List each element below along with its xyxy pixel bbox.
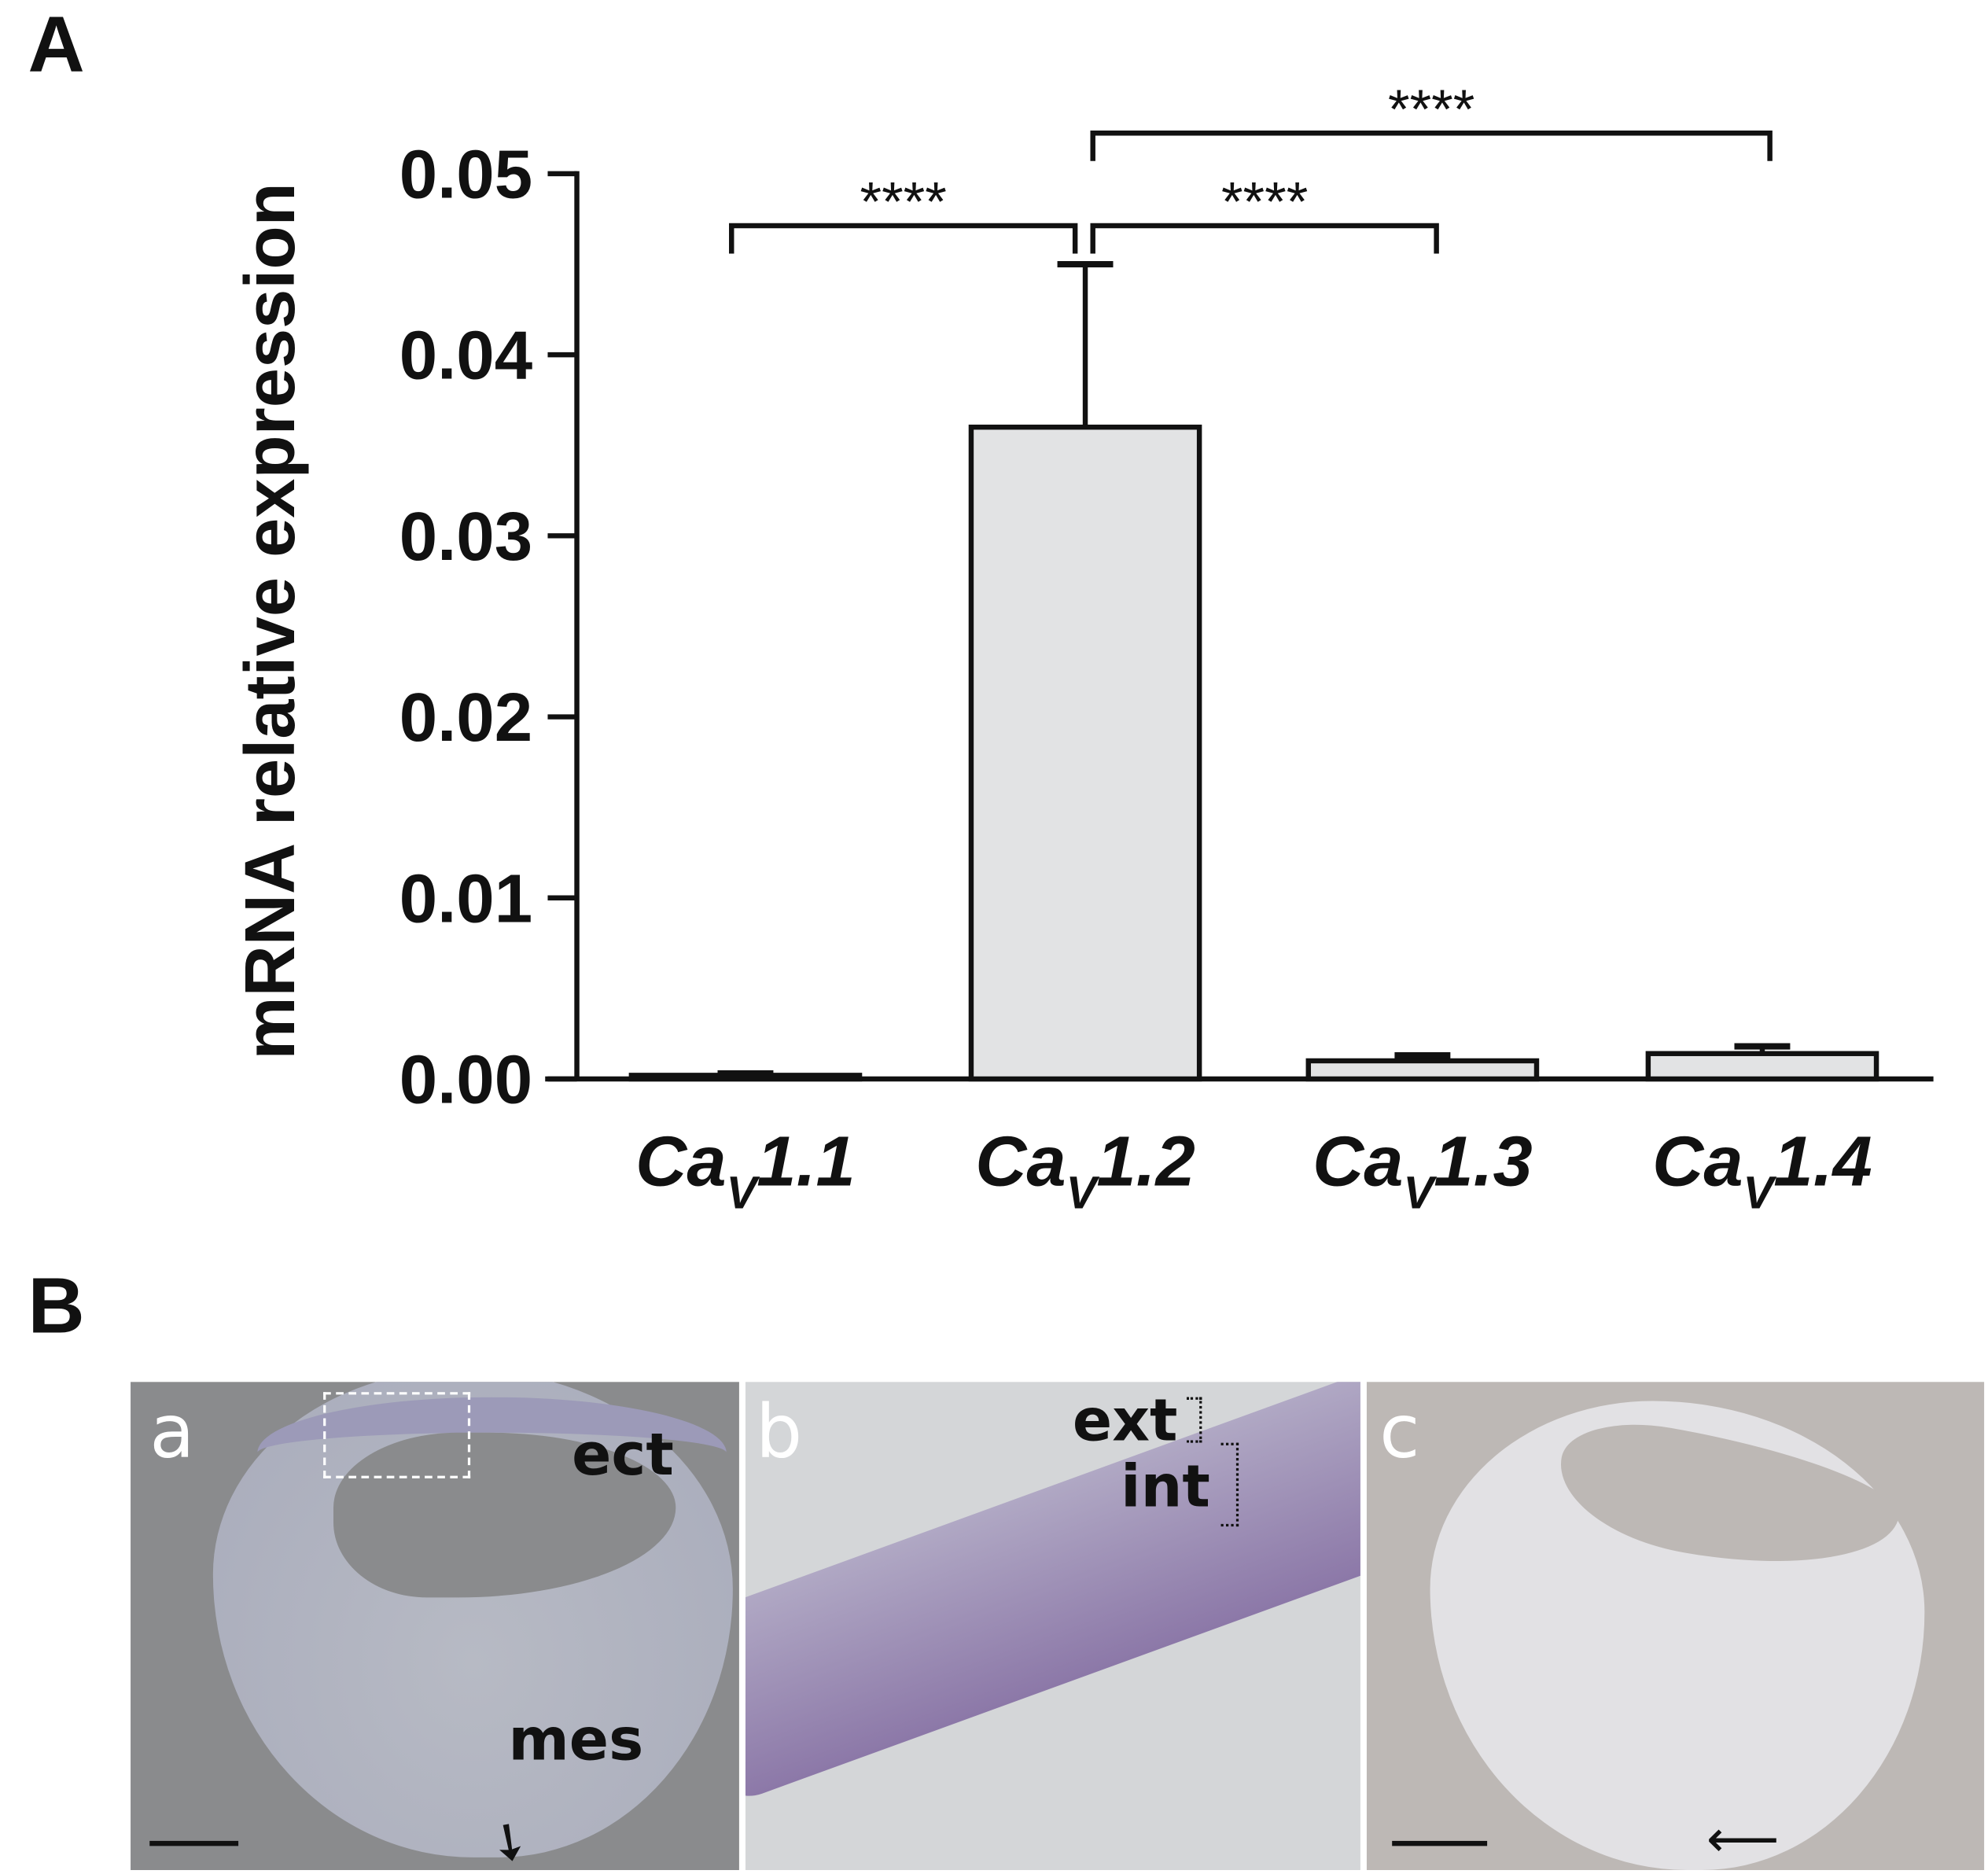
x-tick-label: CaV1.1 xyxy=(635,1121,856,1218)
bar-1.2 xyxy=(968,424,1202,1082)
x-tick-label: CaV1.2 xyxy=(975,1121,1195,1218)
significance-bracket xyxy=(1090,223,1439,254)
ectoderm-layer-detail xyxy=(745,1382,1360,1807)
label-mes: mes xyxy=(508,1705,644,1774)
image-label-a: a xyxy=(149,1388,195,1475)
micrograph-c: c ⟵ xyxy=(1366,1382,1985,1870)
scale-bar xyxy=(1392,1840,1488,1846)
bar-chart: mRNA relative expression 0.00 0.01 0.02 0.03… xyxy=(230,79,1934,1218)
y-tick-label: 0.00 xyxy=(399,1042,532,1118)
bar-1.4 xyxy=(1645,1051,1879,1082)
significance-label: **** xyxy=(1388,79,1474,141)
y-tick-label: 0.04 xyxy=(399,318,532,394)
y-axis-label: mRNA relative expression xyxy=(230,182,310,1059)
x-tick-label: CaV1.3 xyxy=(1312,1121,1533,1218)
bar-1.1 xyxy=(628,1073,863,1082)
bar-1.3 xyxy=(1305,1058,1540,1082)
significance-bracket xyxy=(1090,131,1773,161)
ext-bracket xyxy=(1187,1397,1202,1443)
micrograph-b: b ext int xyxy=(745,1382,1360,1870)
image-label-c: c xyxy=(1379,1388,1420,1475)
significance-label: **** xyxy=(1221,171,1308,234)
label-ect: ect xyxy=(572,1419,674,1489)
int-bracket xyxy=(1220,1442,1239,1527)
significance-bracket xyxy=(729,223,1078,254)
image-label-b: b xyxy=(755,1388,803,1475)
y-tick-label: 0.01 xyxy=(399,860,532,937)
significance-label: **** xyxy=(860,171,946,234)
y-tick-label: 0.03 xyxy=(399,499,532,575)
panel-label-b: B xyxy=(28,1262,85,1350)
scale-bar xyxy=(149,1840,239,1846)
panel-label-a: A xyxy=(28,1,85,89)
inset-box xyxy=(323,1392,471,1478)
label-int: int xyxy=(1121,1451,1210,1521)
y-tick-label: 0.05 xyxy=(399,137,532,213)
arrow-icon: ⟵ xyxy=(1706,1811,1780,1868)
micrograph-a: a ect mes ➘ xyxy=(131,1382,739,1870)
y-tick-label: 0.02 xyxy=(399,679,532,756)
label-ext: ext xyxy=(1072,1386,1178,1455)
x-tick-label: CaV1.4 xyxy=(1652,1121,1872,1218)
